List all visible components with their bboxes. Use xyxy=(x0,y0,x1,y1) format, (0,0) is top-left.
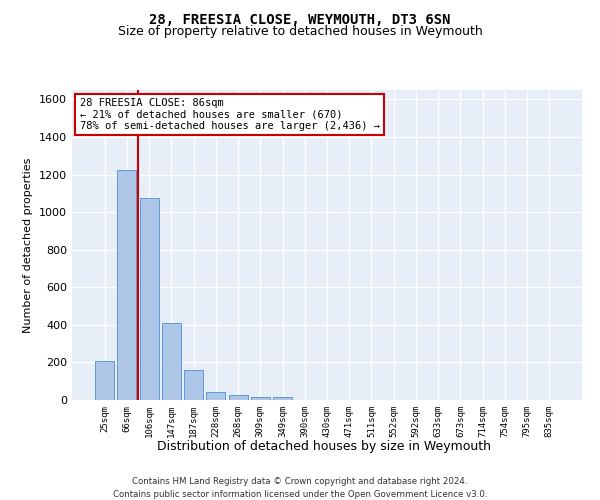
Text: Size of property relative to detached houses in Weymouth: Size of property relative to detached ho… xyxy=(118,25,482,38)
Bar xyxy=(206,392,225,400)
Bar xyxy=(273,397,292,400)
Bar xyxy=(118,170,136,400)
Bar xyxy=(251,396,270,400)
Text: 28, FREESIA CLOSE, WEYMOUTH, DT3 6SN: 28, FREESIA CLOSE, WEYMOUTH, DT3 6SN xyxy=(149,12,451,26)
Bar xyxy=(162,323,181,400)
Text: Contains HM Land Registry data © Crown copyright and database right 2024.: Contains HM Land Registry data © Crown c… xyxy=(132,478,468,486)
Y-axis label: Number of detached properties: Number of detached properties xyxy=(23,158,34,332)
Bar xyxy=(140,198,158,400)
Text: 28 FREESIA CLOSE: 86sqm
← 21% of detached houses are smaller (670)
78% of semi-d: 28 FREESIA CLOSE: 86sqm ← 21% of detache… xyxy=(80,98,380,131)
Bar xyxy=(95,362,114,400)
Text: Distribution of detached houses by size in Weymouth: Distribution of detached houses by size … xyxy=(157,440,491,453)
Text: Contains public sector information licensed under the Open Government Licence v3: Contains public sector information licen… xyxy=(113,490,487,499)
Bar xyxy=(229,395,248,400)
Bar xyxy=(184,370,203,400)
